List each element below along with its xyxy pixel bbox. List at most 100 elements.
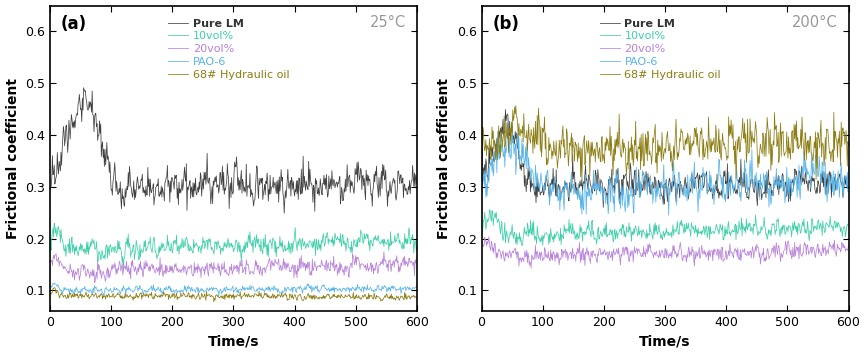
10vol% [167,251,178,255]
Line: 10vol%: 10vol% [50,223,417,269]
PAO-6 [114,290,125,294]
10vol% [45,237,55,241]
Pure LM [45,187,55,192]
Line: Pure LM: Pure LM [481,109,849,207]
Pure LM [770,178,780,183]
20vol% [114,261,125,265]
X-axis label: Time/s: Time/s [208,335,259,348]
68# Hydraulic oil [598,155,609,160]
68# Hydraulic oil [546,149,557,153]
PAO-6 [167,290,178,294]
Pure LM [389,176,399,180]
20vol% [338,270,348,274]
Pure LM [166,176,177,180]
PAO-6 [663,213,674,217]
10vol% [820,229,830,233]
68# Hydraulic oil [166,294,177,298]
PAO-6 [401,287,411,291]
10vol% [114,239,125,244]
20vol% [411,256,422,260]
Pure LM [833,176,843,180]
10vol% [339,242,349,246]
10vol% [401,241,411,246]
20vol% [166,269,177,273]
PAO-6 [500,165,510,169]
20vol% [546,257,557,261]
PAO-6 [411,284,422,288]
10vol% [546,232,557,236]
PAO-6 [389,285,399,289]
10vol% [389,241,399,245]
20vol% [598,249,609,253]
68# Hydraulic oil [68,295,79,299]
20vol% [89,281,100,285]
Pure LM [476,184,487,188]
20vol% [770,255,780,259]
68# Hydraulic oil [511,103,521,108]
20vol% [501,250,511,255]
10vol% [833,221,843,225]
PAO-6 [833,169,843,173]
20vol% [843,241,854,245]
68# Hydraulic oil [476,134,487,138]
68# Hydraulic oil [401,297,411,301]
Pure LM [500,131,510,135]
68# Hydraulic oil [45,292,55,296]
Line: 20vol%: 20vol% [50,252,417,283]
20vol% [476,242,487,246]
68# Hydraulic oil [114,293,125,297]
PAO-6 [476,187,487,192]
Pure LM [843,175,854,179]
10vol% [476,225,487,229]
68# Hydraulic oil [209,300,219,304]
Pure LM [546,184,556,188]
Line: Pure LM: Pure LM [50,88,417,213]
Pure LM [411,182,422,186]
68# Hydraulic oil [770,127,780,132]
68# Hydraulic oil [833,137,843,141]
68# Hydraulic oil [501,141,511,145]
Text: 200°C: 200°C [792,15,837,30]
PAO-6 [99,295,109,299]
68# Hydraulic oil [477,179,488,184]
68# Hydraulic oil [843,144,854,148]
Pure LM [401,187,411,191]
20vol% [401,261,411,266]
10vol% [68,242,79,247]
PAO-6 [49,281,60,285]
Line: PAO-6: PAO-6 [50,283,417,297]
Legend: Pure LM, 10vol%, 20vol%, PAO-6, 68# Hydraulic oil: Pure LM, 10vol%, 20vol%, PAO-6, 68# Hydr… [164,14,294,84]
Line: 10vol%: 10vol% [481,210,849,246]
Text: 25°C: 25°C [370,15,406,30]
Y-axis label: Frictional coefficient: Frictional coefficient [437,78,451,239]
Pure LM [68,120,79,124]
10vol% [501,241,511,245]
Line: 68# Hydraulic oil: 68# Hydraulic oil [481,105,849,182]
68# Hydraulic oil [339,295,349,299]
Text: (b): (b) [493,15,520,33]
Line: PAO-6: PAO-6 [481,118,849,215]
20vol% [378,250,389,254]
20vol% [68,270,79,274]
68# Hydraulic oil [411,294,422,298]
68# Hydraulic oil [820,135,830,139]
10vol% [49,221,60,225]
PAO-6 [598,198,609,202]
10vol% [411,244,422,248]
Pure LM [114,187,125,191]
20vol% [833,246,843,250]
Pure LM [598,205,609,210]
Pure LM [820,192,830,196]
PAO-6 [546,183,556,187]
Pure LM [79,86,89,90]
10vol% [538,244,548,248]
68# Hydraulic oil [389,297,399,302]
20vol% [820,245,830,249]
Line: 20vol%: 20vol% [481,236,849,268]
PAO-6 [770,181,780,185]
PAO-6 [843,165,854,169]
PAO-6 [68,291,79,296]
10vol% [843,224,854,228]
20vol% [389,259,399,263]
68# Hydraulic oil [49,285,60,290]
